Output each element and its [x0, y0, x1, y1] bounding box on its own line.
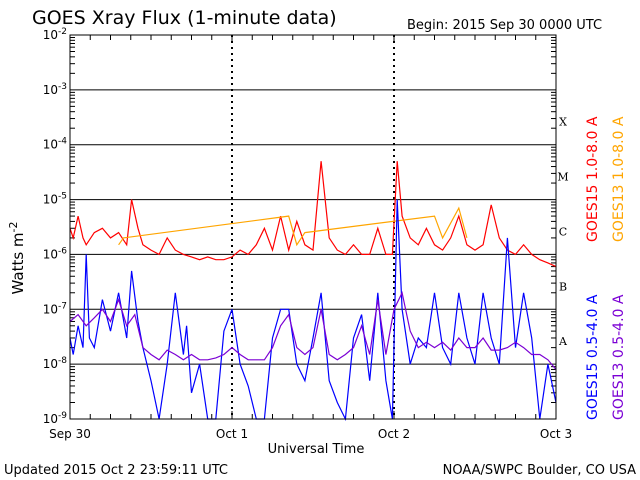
- y-tick-label: 10-9: [43, 411, 68, 426]
- x-tick-label: Oct 1: [216, 427, 248, 441]
- flare-class-label: C: [559, 225, 567, 238]
- y-tick-label: 10-4: [43, 137, 68, 152]
- legend-entry: GOES13 0.5-4.0 A: [611, 294, 627, 420]
- y-tick-base: 10: [43, 302, 58, 316]
- legend-entry: GOES15 0.5-4.0 A: [585, 294, 601, 420]
- y-axis-label-text: Watts m: [9, 232, 27, 294]
- y-tick-base: 10: [43, 138, 58, 152]
- y-tick-labels: 10-210-310-410-510-610-710-810-9: [43, 27, 68, 426]
- y-tick-base: 10: [43, 28, 58, 42]
- y-tick-base: 10: [43, 193, 58, 207]
- flare-class-label: B: [559, 280, 567, 293]
- y-axis-label-superscript: -2: [7, 222, 20, 233]
- x-tick-label: Oct 3: [540, 427, 572, 441]
- y-tick-label: 10-5: [43, 192, 67, 207]
- flare-class-label: X: [559, 116, 567, 129]
- y-tick-exponent: -3: [58, 82, 67, 92]
- y-tick-label: 10-2: [43, 27, 67, 42]
- y-tick-label: 10-8: [43, 356, 68, 371]
- series-line-goes13-0-5-4-0-a: [69, 290, 557, 370]
- y-tick-exponent: -9: [58, 411, 67, 421]
- chart-title: GOES Xray Flux (1-minute data): [32, 7, 337, 29]
- x-tick-labels: Sep 30 Oct 1 Oct 2 Oct 3: [49, 427, 572, 441]
- legend-entry: GOES15 1.0-8.0 A: [585, 116, 601, 242]
- y-tick-exponent: -2: [58, 27, 67, 37]
- y-axis-label: Watts m-2: [7, 222, 27, 295]
- y-tick-label: 10-3: [43, 82, 67, 97]
- begin-date: Begin: 2015 Sep 30 0000 UTC: [407, 18, 602, 33]
- legend-label: GOES15 1.0-8.0 A: [585, 116, 601, 242]
- y-tick-base: 10: [43, 357, 58, 371]
- y-tick-label: 10-6: [43, 246, 68, 261]
- y-tick-base: 10: [43, 83, 58, 97]
- legend-entry: GOES13 1.0-8.0 A: [611, 116, 627, 242]
- y-tick-exponent: -5: [58, 192, 67, 202]
- flare-class-label: A: [558, 335, 568, 348]
- plot-frame: [69, 34, 557, 420]
- x-tick-label: Oct 2: [378, 427, 410, 441]
- y-tick-base: 10: [43, 247, 58, 261]
- x-tick-label: Sep 30: [49, 427, 91, 441]
- series-line-goes13-1-0-8-0-a: [118, 206, 468, 247]
- y-tick-label: 10-7: [43, 301, 67, 316]
- y-tick-base: 10: [43, 412, 58, 426]
- flare-class-label: M: [557, 171, 568, 184]
- series-line-goes15-0-5-4-0-a: [69, 199, 557, 422]
- y-tick-exponent: -6: [58, 246, 67, 256]
- credit-label: NOAA/SWPC Boulder, CO USA: [443, 463, 636, 478]
- y-tick-exponent: -7: [58, 301, 67, 311]
- updated-timestamp: Updated 2015 Oct 2 23:59:11 UTC: [4, 463, 228, 478]
- legend-label: GOES15 0.5-4.0 A: [585, 294, 601, 420]
- y-tick-exponent: -4: [58, 137, 67, 147]
- legend-label: GOES13 0.5-4.0 A: [611, 294, 627, 420]
- legend: GOES15 1.0-8.0 A GOES13 1.0-8.0 A GOES15 0…: [585, 116, 627, 420]
- plot-area: [69, 34, 557, 422]
- svg-text:Watts m-2: Watts m-2: [7, 222, 27, 295]
- flare-class-labels: X M C B A: [557, 116, 568, 348]
- legend-label: GOES13 1.0-8.0 A: [611, 116, 627, 242]
- x-axis-label: Universal Time: [268, 442, 365, 457]
- y-tick-exponent: -8: [58, 356, 67, 366]
- series-line-goes15-1-0-8-0-a: [69, 161, 557, 268]
